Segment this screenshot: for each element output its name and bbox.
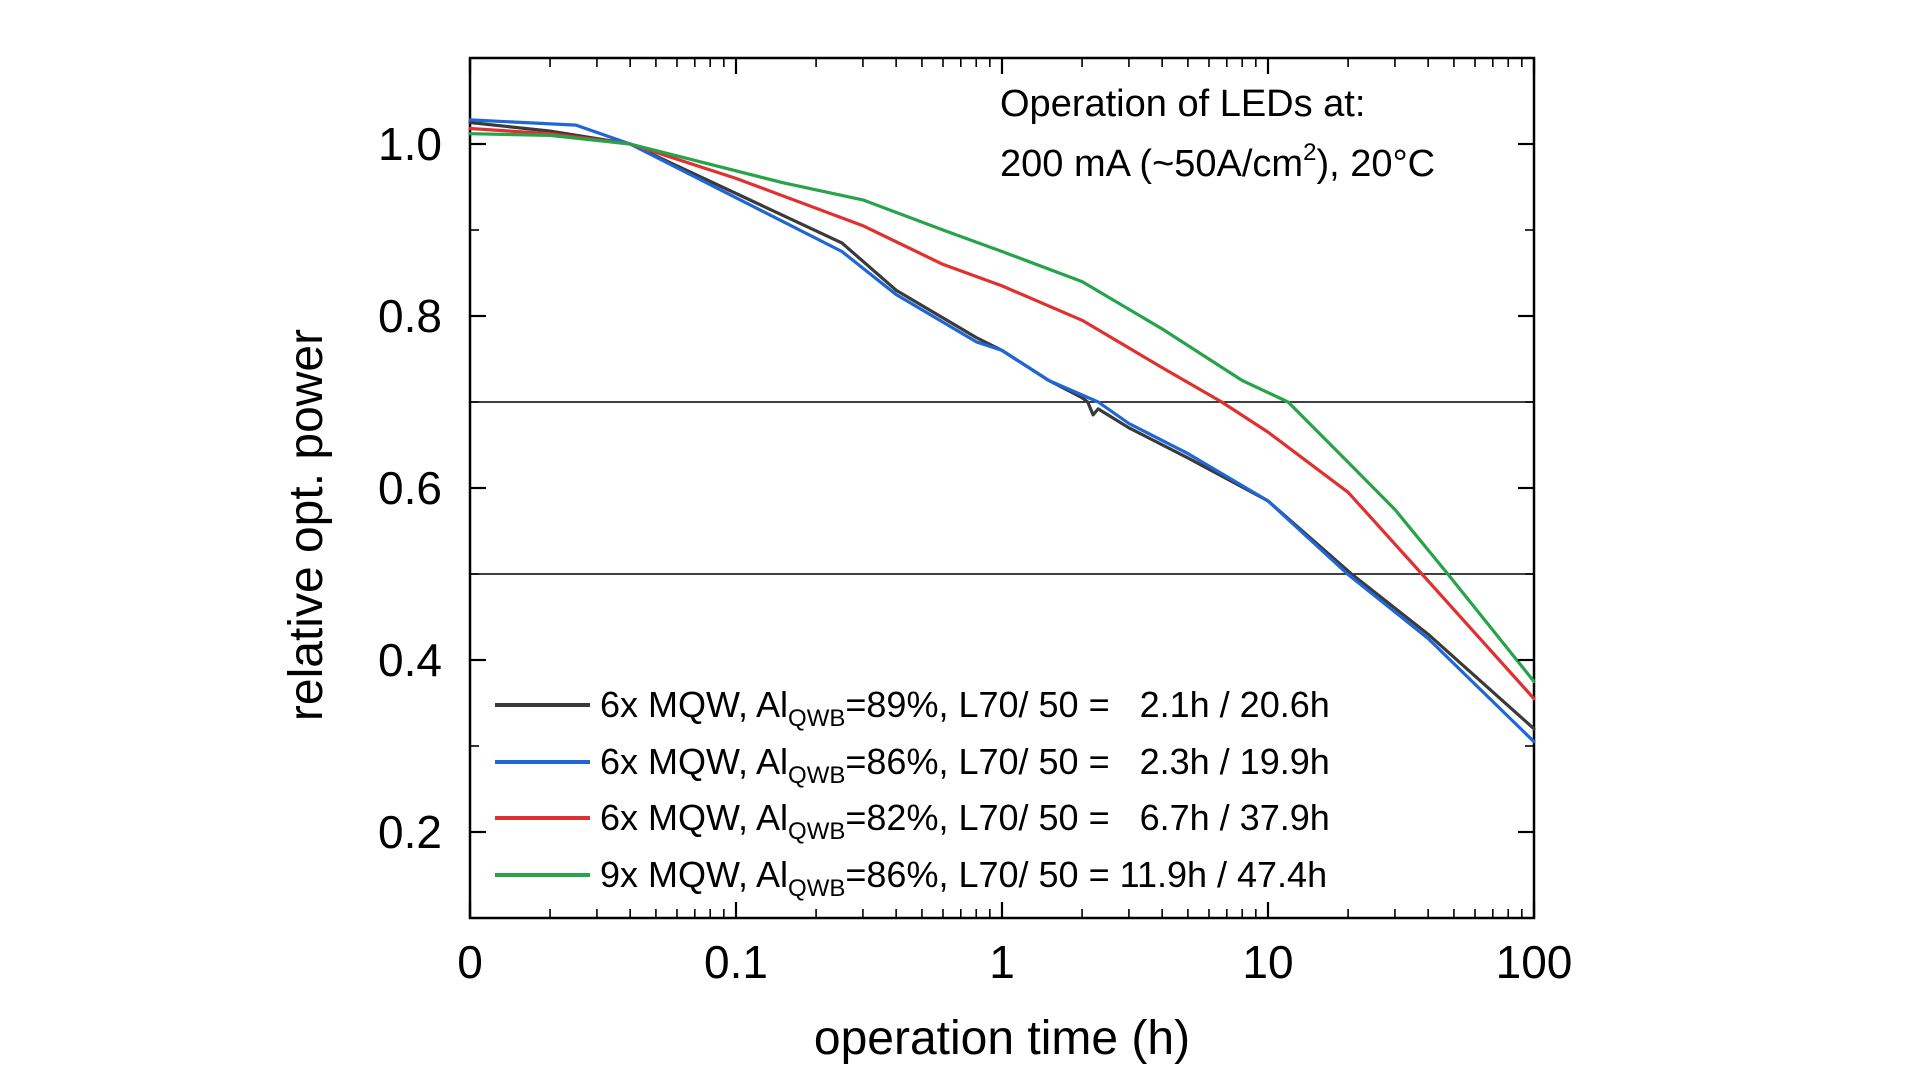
tick-labels: 0 0.1 1 10 100 0.2 0.4 0.6 0.8 1.0 bbox=[378, 118, 1572, 988]
legend-label-suffix: =82%, L70/ 50 = 6.7h / 37.9h bbox=[845, 797, 1329, 838]
series-line-0 bbox=[468, 120, 1536, 731]
x-tick-label: 100 bbox=[1496, 936, 1573, 988]
annotation-superscript: 2 bbox=[1303, 139, 1316, 166]
y-tick-label: 0.8 bbox=[378, 290, 442, 342]
x-tick-label: 0.1 bbox=[704, 936, 768, 988]
legend-label-suffix: =86%, L70/ 50 = 11.9h / 47.4h bbox=[845, 854, 1327, 895]
y-tick-label: 0.2 bbox=[378, 806, 442, 858]
x-tick-label: 10 bbox=[1242, 936, 1293, 988]
annotation-line-2-prefix: 200 mA (~50A/cm bbox=[1000, 143, 1303, 185]
series-line-2 bbox=[468, 126, 1536, 701]
legend-label-suffix: =86%, L70/ 50 = 2.3h / 19.9h bbox=[845, 741, 1329, 782]
legend-label-prefix: 6x MQW, Al bbox=[600, 797, 788, 838]
y-tick-label: 0.4 bbox=[378, 634, 442, 686]
annotation-line-2-suffix: ), 20°C bbox=[1316, 143, 1435, 185]
series-line-1 bbox=[468, 118, 1536, 744]
legend-subscript: QWB bbox=[788, 705, 845, 732]
x-tick-label: 0 bbox=[457, 936, 483, 988]
legend-label-prefix: 6x MQW, Al bbox=[600, 684, 788, 725]
legend-entry-2: 6x MQW, AlQWB=82%, L70/ 50 = 6.7h / 37.9… bbox=[600, 797, 1330, 845]
series-line-3 bbox=[468, 132, 1536, 684]
y-tick-label: 0.6 bbox=[378, 462, 442, 514]
y-axis-title: relative opt. power bbox=[280, 329, 333, 721]
x-axis-title: operation time (h) bbox=[814, 1012, 1190, 1065]
legend-label-prefix: 6x MQW, Al bbox=[600, 741, 788, 782]
legend-subscript: QWB bbox=[788, 762, 845, 789]
x-tick-label: 1 bbox=[989, 936, 1015, 988]
y-tick-label: 1.0 bbox=[378, 118, 442, 170]
legend-subscript: QWB bbox=[788, 818, 845, 845]
legend-subscript: QWB bbox=[788, 875, 845, 902]
axis-ticks bbox=[468, 57, 1536, 919]
series-layer bbox=[468, 118, 1536, 744]
annotation-line-1: Operation of LEDs at: bbox=[1000, 83, 1365, 125]
legend-label-prefix: 9x MQW, Al bbox=[600, 854, 788, 895]
legend-entry-3: 9x MQW, AlQWB=86%, L70/ 50 = 11.9h / 47.… bbox=[600, 854, 1327, 902]
legend-entry-0: 6x MQW, AlQWB=89%, L70/ 50 = 2.1h / 20.6… bbox=[600, 684, 1330, 732]
reference-lines bbox=[470, 401, 1534, 575]
legend: 6x MQW, AlQWB=89%, L70/ 50 = 2.1h / 20.6… bbox=[495, 684, 1330, 902]
annotation-line-2: 200 mA (~50A/cm2), 20°C bbox=[1000, 139, 1435, 185]
legend-entry-1: 6x MQW, AlQWB=86%, L70/ 50 = 2.3h / 19.9… bbox=[600, 741, 1330, 789]
legend-label-suffix: =89%, L70/ 50 = 2.1h / 20.6h bbox=[845, 684, 1329, 725]
